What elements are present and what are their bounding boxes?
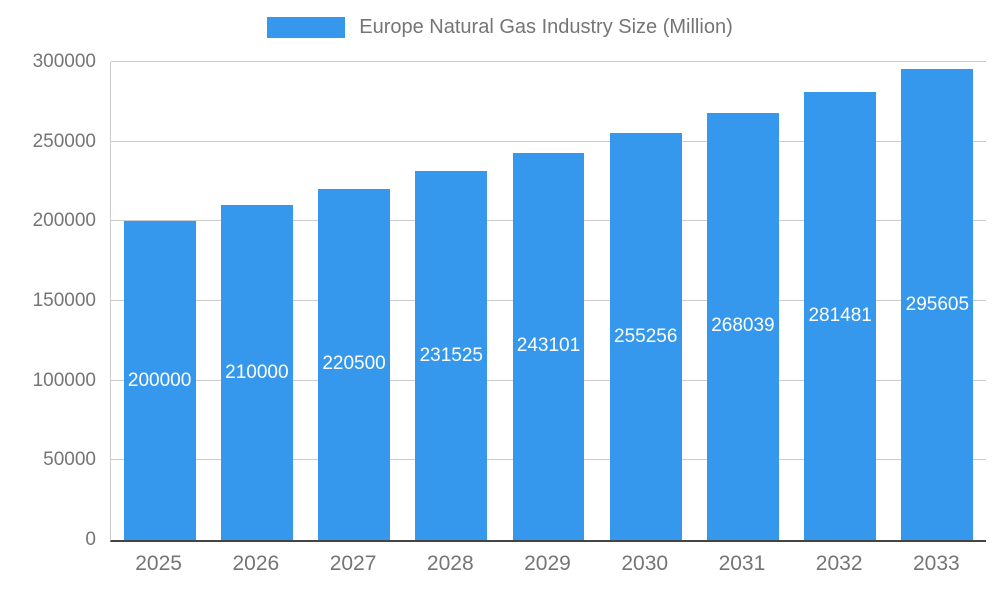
y-tick-label: 0 [85, 529, 96, 550]
bar-value-label: 255256 [614, 325, 678, 347]
bar-value-label: 220500 [322, 353, 386, 375]
x-tick-label: 2025 [135, 552, 182, 575]
x-tick-label: 2028 [426, 552, 474, 575]
bar-band: 255256 [597, 62, 694, 540]
y-axis-labels: 0 50000 100000 150000 200000 250000 300000 [0, 51, 96, 550]
x-tick-label: 2031 [718, 552, 766, 575]
y-tick-label: 150000 [32, 290, 96, 311]
legend[interactable]: Europe Natural Gas Industry Size (Millio… [0, 16, 1000, 39]
bar-value-label: 281481 [808, 304, 872, 326]
bar-2032: 281481 [804, 91, 877, 540]
legend-swatch [267, 17, 346, 38]
x-tick-label: 2030 [621, 552, 669, 575]
gridline [111, 61, 986, 62]
bar-2025: 200000 [123, 221, 196, 540]
bar-band: 268039 [694, 62, 791, 540]
bar-band: 243101 [500, 62, 597, 540]
y-tick-label: 250000 [32, 130, 96, 152]
bar-band: 231525 [403, 62, 500, 540]
gridline [111, 140, 986, 142]
bar-value-label: 268039 [711, 315, 775, 337]
bar-band: 220500 [305, 62, 402, 540]
y-tick-label: 300000 [32, 51, 96, 72]
y-tick-label: 200000 [32, 210, 96, 232]
bar-value-label: 243101 [516, 335, 581, 357]
x-axis-labels: 2025 2026 2027 2028 2029 2030 2031 2032 2033 [110, 552, 985, 576]
x-tick-label: 2033 [913, 552, 960, 575]
x-tick-label: 2026 [232, 552, 280, 575]
bar-2028: 231525 [415, 171, 488, 540]
bar-value-label: 200000 [127, 369, 192, 391]
plot-area: 200000 210000 220500 231525 243101 255256 2680… [110, 61, 986, 542]
x-tick-label: 2027 [329, 552, 377, 575]
bar-band: 200000 [111, 62, 208, 540]
bar-2029: 243101 [512, 152, 585, 540]
bar-band: 295605 [889, 62, 986, 540]
legend-label: Europe Natural Gas Industry Size (Millio… [359, 16, 733, 38]
y-tick-label: 50000 [43, 449, 96, 471]
bar-value-label: 210000 [225, 361, 289, 383]
bar-2031: 268039 [706, 112, 779, 540]
bar-2026: 210000 [220, 205, 293, 540]
y-tick-label: 100000 [32, 369, 96, 391]
bar-band: 210000 [208, 62, 305, 540]
bar-series: 200000 210000 220500 231525 243101 255256 2680… [111, 62, 986, 540]
bar-value-label: 295605 [905, 293, 970, 315]
bar-2033: 295605 [901, 69, 974, 540]
bar-value-label: 231525 [419, 344, 483, 366]
bar-2027: 220500 [318, 188, 391, 540]
bar-2030: 255256 [609, 133, 682, 540]
bar-band: 281481 [792, 62, 889, 540]
x-tick-label: 2032 [815, 552, 863, 575]
x-tick-label: 2029 [524, 552, 571, 575]
